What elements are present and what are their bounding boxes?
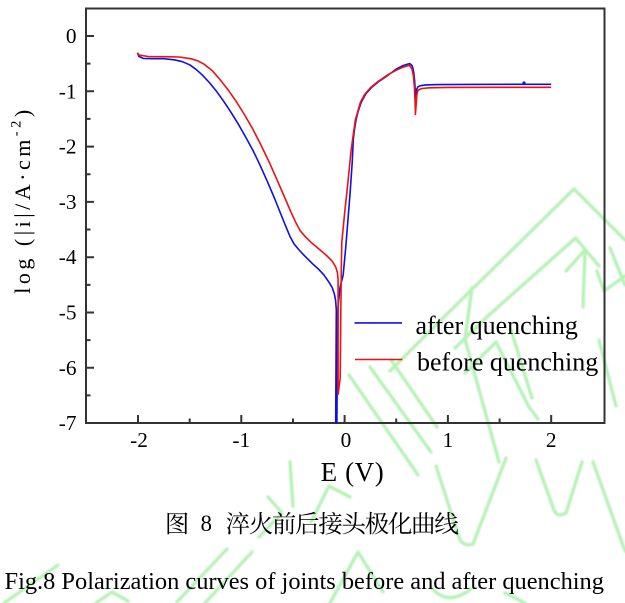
svg-text:after quenching: after quenching [416,311,578,340]
svg-text:8: 8 [201,511,213,536]
svg-text:-1: -1 [59,79,77,103]
svg-text:-6: -6 [59,356,77,380]
svg-text:-7: -7 [59,411,77,435]
svg-text:-5: -5 [59,301,77,325]
svg-text:-1: -1 [232,428,250,452]
svg-text:-2: -2 [59,135,77,159]
svg-text:E (V): E (V) [321,457,385,487]
svg-text:1: 1 [443,428,454,452]
svg-text:Fig.8 Polarization curves of j: Fig.8 Polarization curves of joints befo… [5,568,604,595]
svg-text:before quenching: before quenching [417,348,598,377]
svg-text:-4: -4 [59,245,77,269]
svg-text:-3: -3 [59,190,77,214]
svg-text:0: 0 [66,24,77,48]
svg-text:log (|i|/A·cm-2): log (|i|/A·cm-2) [9,106,36,293]
svg-text:-2: -2 [130,428,148,452]
svg-text:0: 0 [341,428,352,452]
svg-text:2: 2 [546,428,557,452]
